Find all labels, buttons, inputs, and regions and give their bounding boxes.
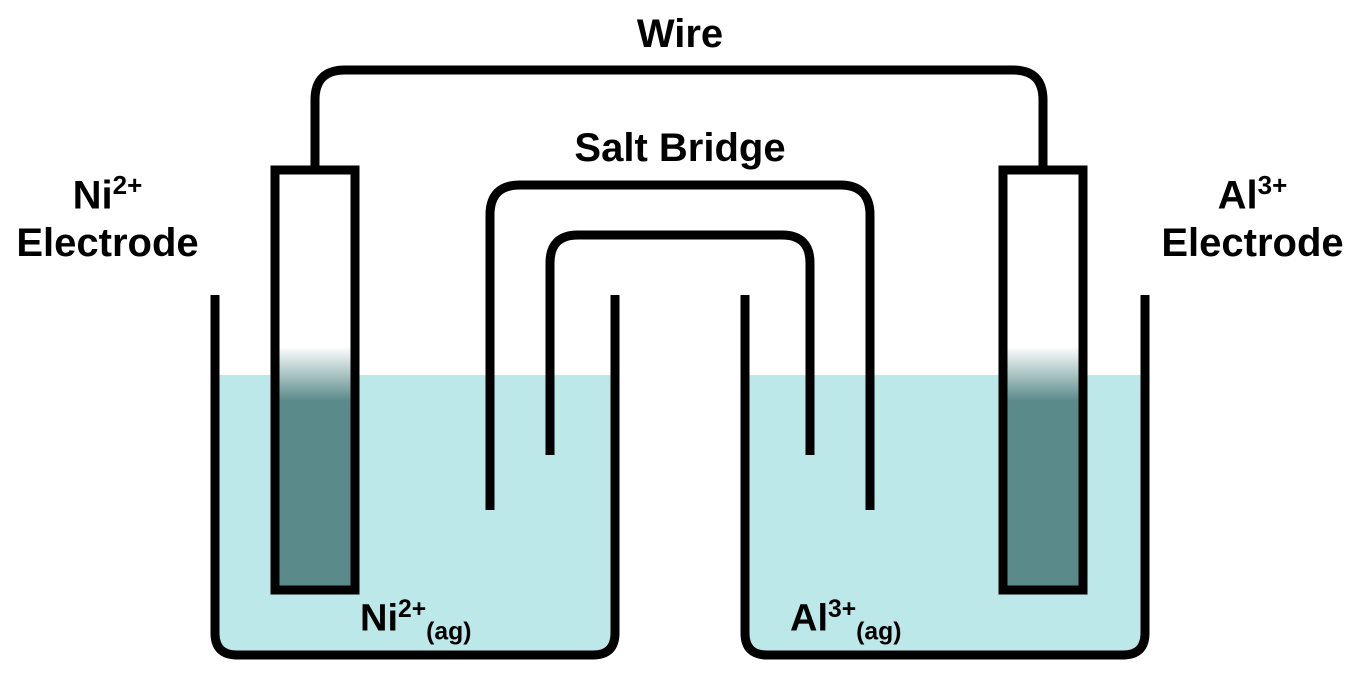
right-electrode: [1003, 170, 1083, 590]
left-electrode-label: Ni2+ Electrode: [0, 170, 220, 267]
right-electrode-label: Al3+ Electrode: [1140, 170, 1357, 267]
left-solution-label: Ni2+(ag): [360, 595, 580, 647]
wire-label: Wire: [550, 10, 810, 58]
salt-bridge-label: Salt Bridge: [510, 124, 850, 172]
electrochemical-cell-diagram: Wire Salt Bridge Ni2+ Electrode Al3+ Ele…: [0, 0, 1357, 689]
right-solution-label: Al3+(ag): [790, 595, 1010, 647]
left-electrode: [275, 170, 355, 590]
diagram-svg: [0, 0, 1357, 689]
